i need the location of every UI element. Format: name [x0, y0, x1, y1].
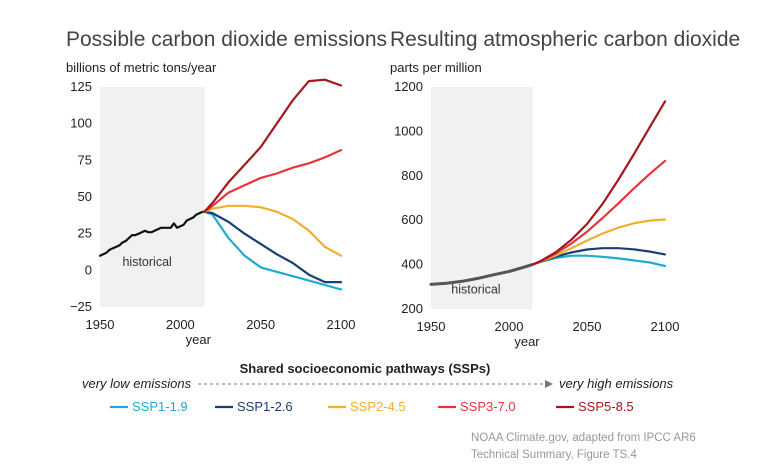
- emissions-x-tick-label: 2000: [166, 317, 195, 332]
- concentration-historical-label: historical: [451, 282, 500, 296]
- concentration-y-tick-label: 1200: [394, 79, 423, 94]
- emissions-line-ssp3-70: [203, 149, 343, 213]
- credit-line-2: Technical Summary, Figure TS.4: [471, 449, 637, 461]
- concentration-y-tick-label: 200: [401, 301, 423, 316]
- left-chart-unit-label: billions of metric tons/year: [66, 60, 217, 75]
- emissions-y-tick-label: 25: [78, 226, 92, 241]
- concentration-x-tick-label: 2050: [573, 319, 602, 334]
- emissions-chart: −25 0 25 50 75 100 125 1950 2000 2050 2100 year hist…: [70, 78, 356, 347]
- legend-label-ssp1-26: SSP1-2.6: [237, 399, 293, 414]
- emissions-line-historical: [98, 210, 206, 257]
- emissions-x-tick-label: 1950: [86, 317, 115, 332]
- emissions-x-tick-label: 2100: [327, 317, 356, 332]
- emissions-historical-shading: [100, 87, 205, 307]
- right-chart-title: Resulting atmospheric carbon dioxide: [390, 28, 740, 51]
- legend-label-ssp2-45: SSP2-4.5: [350, 399, 406, 414]
- emissions-line-ssp1-26: [203, 210, 343, 284]
- legend-arrow-head: [545, 380, 553, 388]
- concentration-chart: 200 400 600 800 1000 1200 1950 2000 2050 2100 year…: [394, 79, 679, 349]
- emissions-y-tick-label: 0: [85, 262, 92, 277]
- legend-label-ssp1-19: SSP1-1.9: [132, 399, 188, 414]
- concentration-x-axis-label: year: [514, 334, 540, 349]
- emissions-y-tick-label: −25: [70, 299, 92, 314]
- emissions-y-tick-label: 125: [70, 79, 92, 94]
- concentration-line-historical: [429, 263, 534, 286]
- left-chart-title: Possible carbon dioxide emissions: [66, 28, 387, 51]
- emissions-line-ssp1-19: [203, 210, 343, 291]
- emissions-line-ssp2-45: [203, 204, 343, 257]
- legend-high-label: very high emissions: [559, 376, 674, 391]
- concentration-x-tick-label: 2000: [495, 319, 524, 334]
- concentration-y-tick-label: 800: [401, 168, 423, 183]
- emissions-line-ssp5-85: [203, 78, 343, 213]
- emissions-x-tick-label: 2050: [246, 317, 275, 332]
- concentration-line-ssp2-45: [531, 218, 667, 266]
- legend-label-ssp5-85: SSP5-8.5: [578, 399, 634, 414]
- legend-label-ssp3-70: SSP3-7.0: [460, 399, 516, 414]
- emissions-x-axis-label: year: [186, 332, 212, 347]
- legend-items: SSP1-1.9 SSP1-2.6 SSP2-4.5 SSP3-7.0 SSP5-8.5: [110, 399, 634, 414]
- concentration-y-tick-label: 1000: [394, 123, 423, 138]
- emissions-historical-label: historical: [122, 255, 171, 269]
- concentration-line-ssp5-85: [531, 100, 667, 266]
- credit-line-1: NOAA Climate.gov, adapted from IPCC AR6: [471, 432, 696, 444]
- legend-low-label: very low emissions: [82, 376, 192, 391]
- emissions-y-tick-label: 50: [78, 189, 92, 204]
- concentration-x-tick-label: 2100: [651, 319, 680, 334]
- legend-title: Shared socioeconomic pathways (SSPs): [240, 361, 491, 376]
- right-chart-unit-label: parts per million: [390, 60, 482, 75]
- emissions-y-tick-label: 75: [78, 152, 92, 167]
- concentration-x-tick-label: 1950: [417, 319, 446, 334]
- concentration-y-tick-label: 400: [401, 257, 423, 272]
- emissions-y-tick-label: 100: [70, 116, 92, 131]
- concentration-historical-shading: [431, 87, 533, 309]
- concentration-y-tick-label: 600: [401, 212, 423, 227]
